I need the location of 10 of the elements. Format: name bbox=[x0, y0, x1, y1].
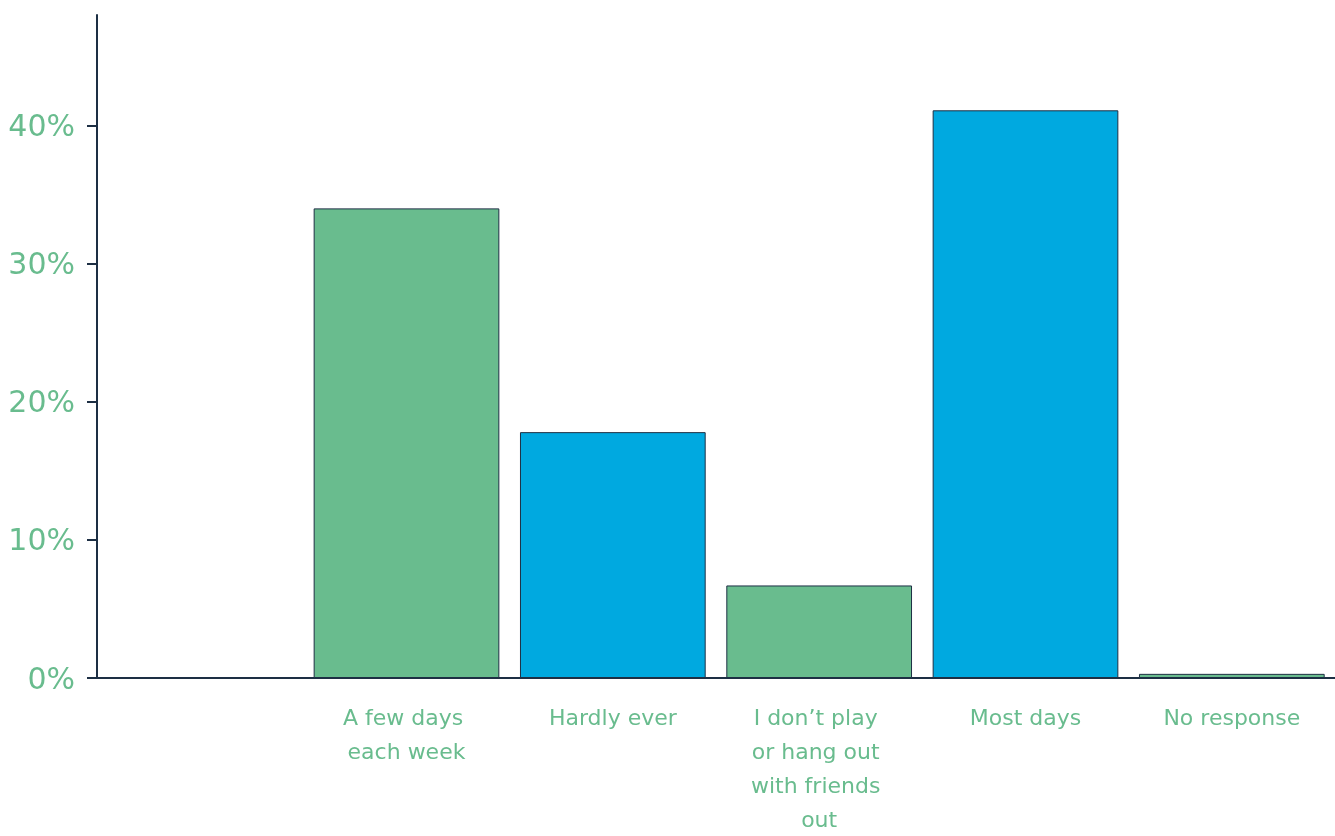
x-tick-label: Most days bbox=[969, 704, 1082, 730]
x-tick-label: I don’t play or hang out with friends out bbox=[750, 704, 888, 832]
y-tick-label: 20% bbox=[8, 384, 75, 420]
y-tick-label: 40% bbox=[8, 108, 75, 143]
y-tick-label: 0% bbox=[27, 660, 75, 696]
x-tick-label: No response bbox=[1163, 704, 1301, 730]
y-tick-label: 30% bbox=[8, 246, 75, 282]
y-tick-label: 10% bbox=[8, 522, 75, 558]
x-tick-label: A few days each week bbox=[342, 704, 471, 764]
x-tick-label: Hardly ever bbox=[548, 704, 678, 730]
